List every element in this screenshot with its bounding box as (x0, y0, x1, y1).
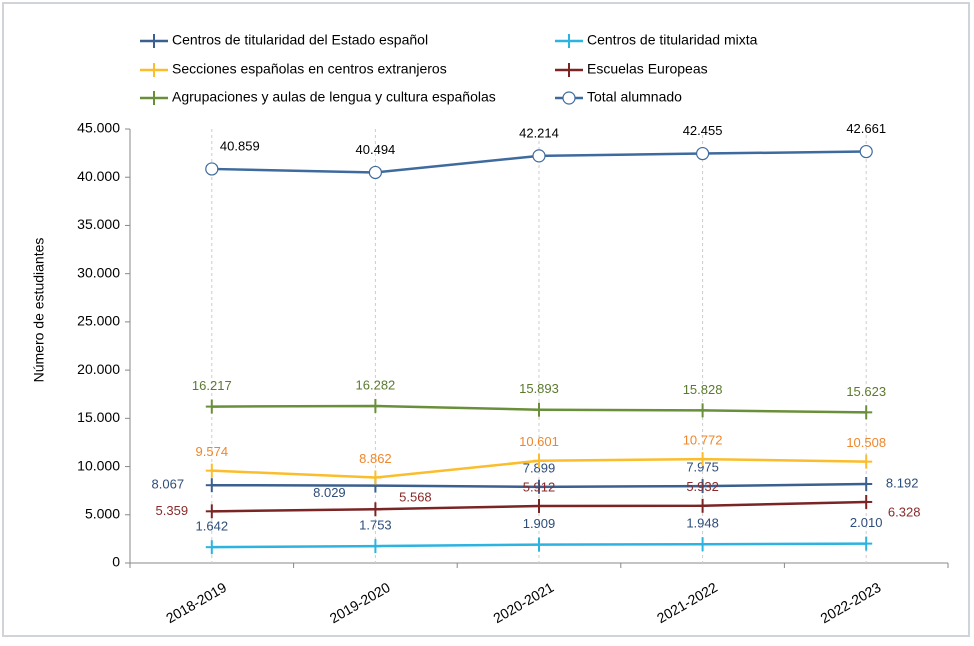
legend-label: Centros de titularidad mixta (587, 32, 758, 48)
data-label: 40.859 (220, 138, 260, 153)
data-label: 8.862 (359, 451, 392, 466)
data-point (205, 399, 218, 414)
data-label: 1.948 (686, 516, 719, 531)
data-label: 5.359 (156, 503, 189, 518)
data-point (696, 498, 709, 513)
y-tick-label: 20.000 (77, 361, 120, 377)
data-point (368, 165, 382, 180)
legend-label: Centros de titularidad del Estado españo… (172, 32, 428, 48)
legend-marker (563, 34, 575, 48)
data-label: 8.067 (152, 477, 185, 492)
data-point (533, 479, 545, 494)
data-point (533, 402, 545, 417)
y-tick-label: 35.000 (77, 216, 120, 232)
data-point (205, 478, 218, 493)
data-point (205, 162, 219, 176)
data-label: 40.494 (356, 142, 396, 157)
data-label: 5.912 (523, 479, 556, 494)
data-point (695, 146, 710, 161)
data-label: 5.932 (686, 479, 719, 494)
legend-item: Escuelas Europeas (555, 61, 708, 77)
legend-label: Secciones españolas en centros extranjer… (172, 61, 447, 77)
data-point (696, 537, 709, 552)
data-point (860, 454, 873, 469)
data-label: 10.601 (519, 434, 559, 449)
y-tick-label: 40.000 (77, 168, 120, 184)
data-point (369, 470, 382, 485)
legend-marker (148, 91, 160, 105)
data-point (532, 149, 546, 163)
legend-marker (562, 91, 576, 105)
data-label: 15.893 (519, 381, 559, 396)
data-label: 1.642 (196, 519, 229, 534)
data-label: 2.010 (850, 515, 883, 530)
data-label: 7.975 (686, 460, 719, 475)
legend-marker (563, 63, 575, 77)
data-point (205, 540, 218, 555)
data-point (860, 476, 873, 491)
legend-label: Agrupaciones y aulas de lengua y cultura… (172, 89, 496, 105)
legend-label: Escuelas Europeas (587, 61, 708, 77)
legend-item: Total alumnado (555, 89, 682, 105)
data-point (533, 453, 545, 468)
data-label: 1.753 (359, 518, 392, 533)
data-point (369, 398, 382, 413)
y-tick-label: 0 (112, 554, 120, 570)
data-label: 10.772 (683, 433, 723, 448)
data-point (533, 537, 545, 552)
y-tick-label: 25.000 (77, 313, 120, 329)
data-label: 1.909 (523, 516, 556, 531)
data-label: 6.328 (888, 504, 921, 519)
data-point (859, 144, 873, 159)
data-label: 15.828 (683, 382, 723, 397)
y-tick-label: 5.000 (85, 505, 120, 521)
data-point (860, 494, 873, 509)
data-label: 16.282 (356, 377, 396, 392)
legend-item: Centros de titularidad del Estado españo… (140, 32, 428, 48)
legend-marker (148, 63, 160, 77)
data-point (369, 539, 382, 554)
data-label: 42.214 (519, 125, 559, 140)
y-tick-label: 15.000 (77, 409, 120, 425)
data-point (696, 403, 709, 418)
legend-marker (148, 34, 160, 48)
data-label: 10.508 (846, 435, 886, 450)
data-label: 5.568 (399, 490, 432, 505)
y-axis-label: Número de estudiantes (31, 238, 47, 383)
legend-label: Total alumnado (587, 89, 682, 105)
legend-item: Centros de titularidad mixta (555, 32, 758, 48)
y-tick-label: 30.000 (77, 264, 120, 280)
data-point (205, 504, 218, 519)
data-label: 8.192 (886, 475, 919, 490)
y-tick-label: 45.000 (77, 120, 120, 136)
data-label: 15.623 (846, 384, 886, 399)
y-tick-label: 10.000 (77, 457, 120, 473)
data-label: 8.029 (313, 485, 346, 500)
data-label: 16.217 (192, 378, 232, 393)
data-point (369, 502, 382, 517)
data-point (860, 405, 873, 420)
legend-item: Agrupaciones y aulas de lengua y cultura… (140, 89, 496, 105)
data-point (860, 536, 873, 551)
data-point (696, 479, 709, 494)
data-point (533, 498, 545, 513)
data-point (696, 452, 709, 467)
data-label: 42.661 (846, 121, 886, 136)
data-point (205, 463, 218, 478)
data-label: 42.455 (683, 123, 723, 138)
data-label: 9.574 (196, 444, 229, 459)
legend-item: Secciones españolas en centros extranjer… (140, 61, 447, 77)
chart-frame (2, 2, 970, 637)
